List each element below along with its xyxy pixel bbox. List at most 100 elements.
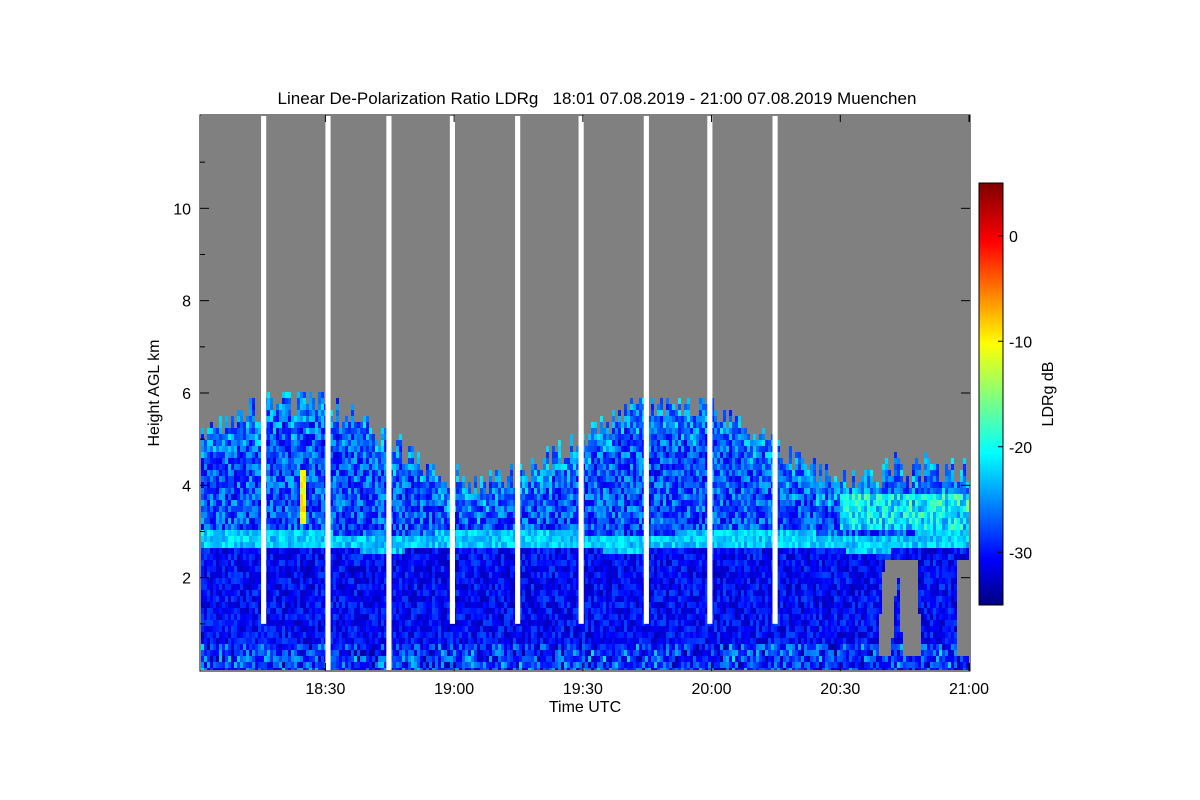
heatmap-cell	[447, 584, 450, 590]
heatmap-cell	[300, 398, 303, 404]
heatmap-cell	[240, 434, 243, 440]
heatmap-cell	[549, 482, 552, 488]
heatmap-cell	[267, 536, 270, 542]
heatmap-cell	[525, 638, 528, 644]
heatmap-cell	[531, 518, 534, 524]
heatmap-cell	[228, 548, 231, 554]
heatmap-cell	[477, 500, 480, 506]
heatmap-cell	[297, 620, 300, 626]
heatmap-cell	[552, 578, 555, 584]
heatmap-cell	[501, 548, 504, 554]
heatmap-cell	[252, 500, 255, 506]
heatmap-cell	[405, 602, 408, 608]
heatmap-cell	[486, 560, 489, 566]
heatmap-cell	[390, 500, 393, 506]
heatmap-cell	[300, 524, 303, 530]
heatmap-cell	[531, 476, 534, 482]
heatmap-cell	[378, 560, 381, 566]
heatmap-cell	[408, 584, 411, 590]
heatmap-cell	[264, 638, 267, 644]
heatmap-cell	[381, 608, 384, 614]
heatmap-cell	[297, 500, 300, 506]
heatmap-cell	[468, 590, 471, 596]
heatmap-cell	[567, 530, 570, 536]
heatmap-cell	[234, 512, 237, 518]
heatmap-cell	[453, 632, 456, 638]
heatmap-cell	[528, 656, 531, 662]
heatmap-cell	[246, 530, 249, 536]
heatmap-cell	[270, 560, 273, 566]
heatmap-cell	[468, 560, 471, 566]
heatmap-cell	[303, 506, 306, 512]
heatmap-cell	[492, 584, 495, 590]
heatmap-cell	[273, 536, 276, 542]
heatmap-cell	[228, 608, 231, 614]
heatmap-cell	[582, 668, 585, 670]
heatmap-cell	[354, 476, 357, 482]
heatmap-cell	[291, 464, 294, 470]
heatmap-cell	[336, 596, 339, 602]
heatmap-cell	[234, 470, 237, 476]
heatmap-cell	[363, 668, 366, 670]
heatmap-cell	[414, 596, 417, 602]
heatmap-cell	[291, 494, 294, 500]
heatmap-cell	[222, 662, 225, 668]
heatmap-cell	[357, 560, 360, 566]
heatmap-cell	[237, 578, 240, 584]
heatmap-cell	[285, 416, 288, 422]
heatmap-cell	[408, 494, 411, 500]
heatmap-cell	[414, 632, 417, 638]
heatmap-cell	[468, 608, 471, 614]
heatmap-cell	[219, 560, 222, 566]
heatmap-cell	[489, 536, 492, 542]
heatmap-cell	[285, 488, 288, 494]
heatmap-cell	[246, 542, 249, 548]
heatmap-cell	[303, 596, 306, 602]
heatmap-cell	[444, 566, 447, 572]
heatmap-cell	[210, 602, 213, 608]
heatmap-cell	[234, 542, 237, 548]
heatmap-cell	[495, 650, 498, 656]
heatmap-cell	[333, 548, 336, 554]
heatmap-cell	[444, 650, 447, 656]
heatmap-cell	[495, 626, 498, 632]
heatmap-cell	[432, 644, 435, 650]
heatmap-cell	[348, 644, 351, 650]
heatmap-cell	[303, 632, 306, 638]
heatmap-cell	[255, 434, 258, 440]
heatmap-cell	[477, 596, 480, 602]
heatmap-cell	[225, 560, 228, 566]
heatmap-cell	[252, 428, 255, 434]
heatmap-cell	[528, 506, 531, 512]
heatmap-cell	[531, 494, 534, 500]
heatmap-cell	[567, 650, 570, 656]
heatmap-cell	[255, 620, 258, 626]
heatmap-cell	[267, 542, 270, 548]
heatmap-cell	[339, 590, 342, 596]
heatmap-cell	[231, 662, 234, 668]
heatmap-cell	[312, 584, 315, 590]
heatmap-cell	[339, 668, 342, 670]
heatmap-cell	[420, 482, 423, 488]
heatmap-cell	[294, 482, 297, 488]
heatmap-cell	[540, 536, 543, 542]
heatmap-cell	[342, 470, 345, 476]
heatmap-cell	[417, 548, 420, 554]
heatmap-cell	[507, 614, 510, 620]
heatmap-cell	[204, 512, 207, 518]
heatmap-cell	[462, 476, 465, 482]
heatmap-cell	[465, 590, 468, 596]
heatmap-cell	[375, 668, 378, 670]
heatmap-cell	[369, 536, 372, 542]
heatmap-cell	[315, 512, 318, 518]
heatmap-cell	[402, 578, 405, 584]
heatmap-cell	[363, 530, 366, 536]
heatmap-cell	[531, 566, 534, 572]
heatmap-cell	[513, 506, 516, 512]
heatmap-cell	[549, 512, 552, 518]
heatmap-cell	[378, 536, 381, 542]
heatmap-cell	[321, 632, 324, 638]
heatmap-cell	[411, 596, 414, 602]
heatmap-cell	[495, 620, 498, 626]
heatmap-cell	[444, 644, 447, 650]
